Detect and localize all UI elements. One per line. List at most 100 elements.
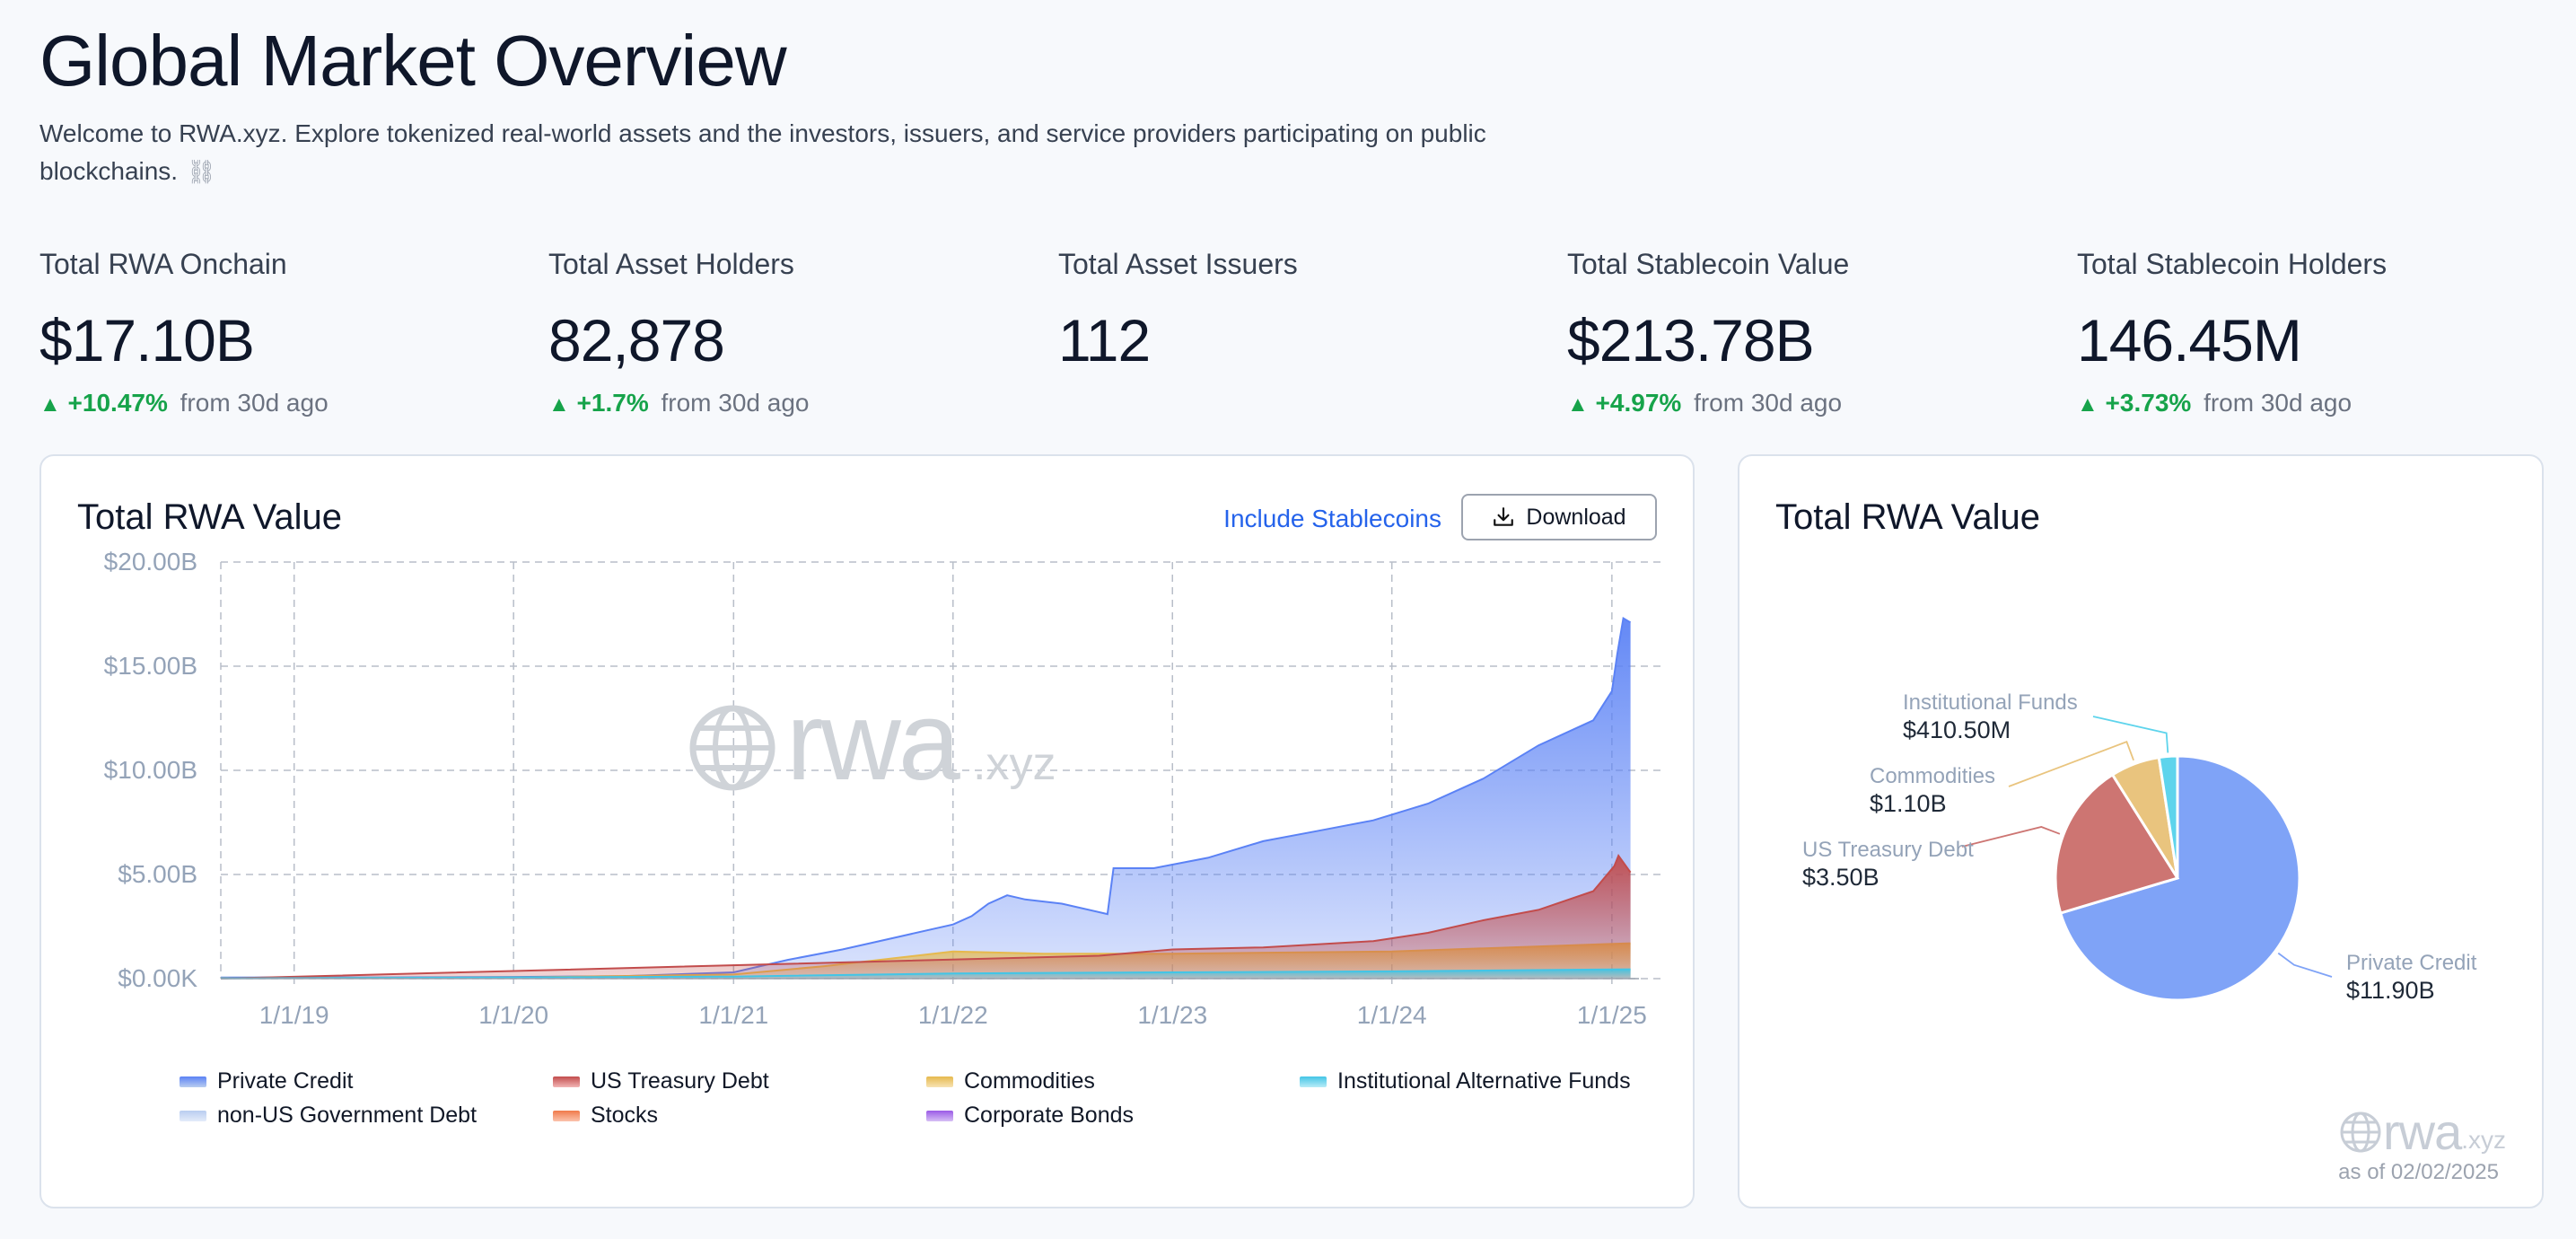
up-arrow-icon: ▲: [39, 392, 61, 417]
stat-total-stablecoin-holders: Total Stablecoin Holders 146.45M ▲ +3.73…: [2077, 248, 2562, 417]
chart-title: Total RWA Value: [77, 497, 342, 537]
stat-change: ▲ +10.47% from 30d ago: [39, 389, 524, 417]
watermark-text: rwa: [2382, 1103, 2462, 1160]
stat-change-percent: +4.97%: [1595, 389, 1682, 417]
stat-value: 112: [1058, 307, 1151, 373]
stat-change-percent: +3.73%: [2105, 389, 2192, 417]
x-tick-label: 1/1/20: [478, 1001, 548, 1029]
up-arrow-icon: ▲: [1567, 392, 1589, 417]
stat-change-period: from 30d ago: [180, 389, 329, 417]
stats-row: Total RWA Onchain $17.10B ▲ +10.47% from…: [39, 248, 2544, 418]
pie-value: $11.90B: [2346, 977, 2435, 1004]
intro-text: Welcome to RWA.xyz. Explore tokenized re…: [39, 119, 1486, 185]
legend-label: Corporate Bonds: [964, 1103, 1135, 1128]
stat-label: Total Stablecoin Holders: [2077, 248, 2388, 280]
stat-change-period: from 30d ago: [661, 389, 810, 417]
y-tick-label: $10.00B: [104, 756, 197, 784]
y-tick-label: $20.00B: [104, 548, 197, 576]
stat-total-stablecoin-value: Total Stablecoin Value $213.78B ▲ +4.97%…: [1567, 248, 2052, 417]
y-tick-label: $0.00K: [118, 964, 197, 992]
pie-leader-line: [2277, 952, 2333, 978]
legend-swatch: [926, 1110, 953, 1121]
legend-item[interactable]: Commodities: [926, 1068, 1095, 1094]
stat-value: 146.45M: [2077, 307, 2302, 373]
pie-leader-line: [2092, 716, 2169, 753]
chain-link-icon: ⛓: [186, 158, 216, 185]
legend-label: US Treasury Debt: [591, 1068, 769, 1094]
up-arrow-icon: ▲: [548, 392, 570, 417]
legend-swatch: [553, 1076, 580, 1087]
download-button[interactable]: Download: [1461, 494, 1657, 540]
pie-label: Commodities: [1870, 764, 1995, 788]
legend-swatch: [553, 1110, 580, 1121]
area-chart: $0.00K $5.00B $10.00B $15.00B $20.00B 1/1/19 1…: [104, 548, 1666, 1029]
page-title: Global Market Overview: [39, 21, 787, 101]
pie-value: $410.50M: [1903, 716, 2011, 743]
download-label: Download: [1526, 504, 1626, 530]
pie-label: US Treasury Debt: [1802, 838, 1974, 862]
up-arrow-icon: ▲: [2077, 392, 2098, 417]
pie-label: Institutional Funds: [1903, 690, 2078, 715]
x-tick-label: 1/1/19: [259, 1001, 329, 1029]
rwa-watermark: rwa .xyz: [689, 680, 1056, 804]
legend-item[interactable]: Private Credit: [180, 1068, 353, 1094]
area-chart-card: $0.00K $5.00B $10.00B $15.00B $20.00B 1/1/19 1…: [39, 454, 1695, 1208]
stat-total-rwa-onchain: Total RWA Onchain $17.10B ▲ +10.47% from…: [39, 248, 524, 417]
stat-total-asset-issuers: Total Asset Issuers 112: [1058, 248, 1543, 374]
stat-value: $17.10B: [39, 307, 255, 373]
legend-label: Commodities: [964, 1068, 1095, 1094]
watermark-text: rwa: [786, 680, 960, 804]
pie-value: $1.10B: [1870, 790, 1947, 817]
x-tick-label: 1/1/21: [698, 1001, 768, 1029]
series-line: [220, 854, 1632, 980]
stat-change: ▲ +3.73% from 30d ago: [2077, 389, 2562, 417]
stat-change-period: from 30d ago: [1694, 389, 1843, 417]
include-stablecoins-link[interactable]: Include Stablecoins: [1223, 505, 1441, 532]
chart-title: Total RWA Value: [1775, 497, 2040, 537]
legend-label: Stocks: [591, 1103, 659, 1128]
legend-label: non-US Government Debt: [217, 1103, 478, 1128]
pie-slice-private-credit[interactable]: [2058, 754, 2301, 1002]
watermark-suffix: .xyz: [2461, 1125, 2506, 1154]
stat-label: Total Stablecoin Value: [1567, 248, 1850, 280]
rwa-watermark-logo: rwa .xyz: [2338, 1103, 2506, 1161]
watermark-suffix: .xyz: [973, 738, 1056, 790]
pie-chart-card: Private Credit $11.90B US Treasury Debt $3.…: [1738, 454, 2544, 1208]
stat-change-percent: +1.7%: [576, 389, 649, 417]
x-tick-label: 1/1/25: [1577, 1001, 1647, 1029]
stat-label: Total Asset Holders: [548, 248, 794, 280]
pie-value: $3.50B: [1802, 864, 1879, 891]
pie-label: Private Credit: [2346, 951, 2477, 975]
page-intro: Welcome to RWA.xyz. Explore tokenized re…: [39, 115, 1494, 190]
x-tick-label: 1/1/22: [918, 1001, 988, 1029]
stat-value: $213.78B: [1567, 307, 1815, 373]
area-series-us-treasury-debt[interactable]: [221, 856, 1631, 979]
stat-value: 82,878: [548, 307, 725, 373]
legend-swatch: [1300, 1076, 1327, 1087]
legend-swatch: [180, 1076, 206, 1087]
legend-label: Private Credit: [217, 1068, 354, 1094]
legend-item[interactable]: non-US Government Debt: [180, 1103, 477, 1129]
stat-label: Total RWA Onchain: [39, 248, 287, 280]
stat-total-asset-holders: Total Asset Holders 82,878 ▲ +1.7% from …: [548, 248, 1033, 417]
pie-chart: Private Credit$11.90B US Treasury Debt$3.…: [1802, 690, 2477, 1004]
stat-label: Total Asset Issuers: [1058, 248, 1298, 280]
pie-slice-institutional-funds[interactable]: [2157, 754, 2179, 879]
series-line: [220, 968, 1631, 980]
y-tick-label: $5.00B: [118, 860, 197, 888]
legend-item[interactable]: Institutional Alternative Funds: [1300, 1068, 1631, 1094]
y-tick-label: $15.00B: [104, 652, 197, 680]
x-tick-label: 1/1/23: [1137, 1001, 1207, 1029]
legend-item[interactable]: Stocks: [553, 1103, 658, 1129]
stat-change-percent: +10.47%: [67, 389, 168, 417]
legend-label: Institutional Alternative Funds: [1337, 1068, 1631, 1094]
as-of-date: as of 02/02/2025: [2338, 1160, 2499, 1184]
stat-change-period: from 30d ago: [2204, 389, 2353, 417]
download-tray-icon: [1494, 507, 1514, 526]
legend-swatch: [926, 1076, 953, 1087]
area-series-private-credit[interactable]: [221, 618, 1631, 979]
pie-slice-us-treasury-debt[interactable]: [2054, 772, 2180, 915]
stat-change: ▲ +4.97% from 30d ago: [1567, 389, 2052, 417]
legend-item[interactable]: Corporate Bonds: [926, 1103, 1134, 1129]
legend-item[interactable]: US Treasury Debt: [553, 1068, 769, 1094]
